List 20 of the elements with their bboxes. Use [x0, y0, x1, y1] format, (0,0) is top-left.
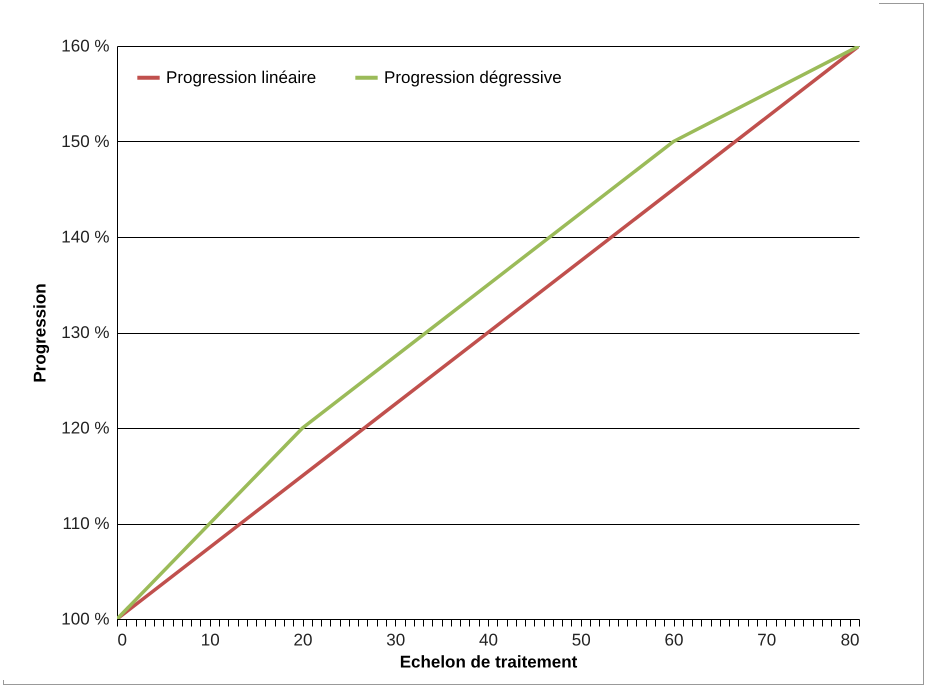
y-tick-label: 100 %	[61, 610, 110, 628]
x-tick-label: 50	[572, 630, 591, 650]
x-tick-label: 10	[200, 630, 220, 650]
y-tick-label: 130 %	[61, 323, 110, 342]
legend-label: Progression dégressive	[384, 68, 562, 87]
x-tick-label: 80	[840, 630, 860, 650]
y-tick-label: 150 %	[61, 132, 110, 151]
x-tick-label: 0	[118, 630, 127, 650]
x-tick-label: 70	[757, 630, 776, 650]
x-tick-label: 60	[664, 630, 684, 650]
y-tick-label: 160 %	[61, 36, 110, 56]
x-tick-label: 20	[294, 630, 312, 650]
y-tick-label: 140 %	[61, 228, 110, 246]
y-tick-label: 120 %	[61, 418, 110, 438]
x-axis-title: Echelon de traitement	[400, 652, 578, 672]
legend-label: Progression linéaire	[166, 68, 316, 87]
x-tick-label: 40	[479, 630, 498, 650]
y-axis-title: Progression	[30, 283, 50, 383]
x-tick-label: 30	[386, 630, 406, 650]
y-tick-label: 110 %	[62, 514, 110, 533]
